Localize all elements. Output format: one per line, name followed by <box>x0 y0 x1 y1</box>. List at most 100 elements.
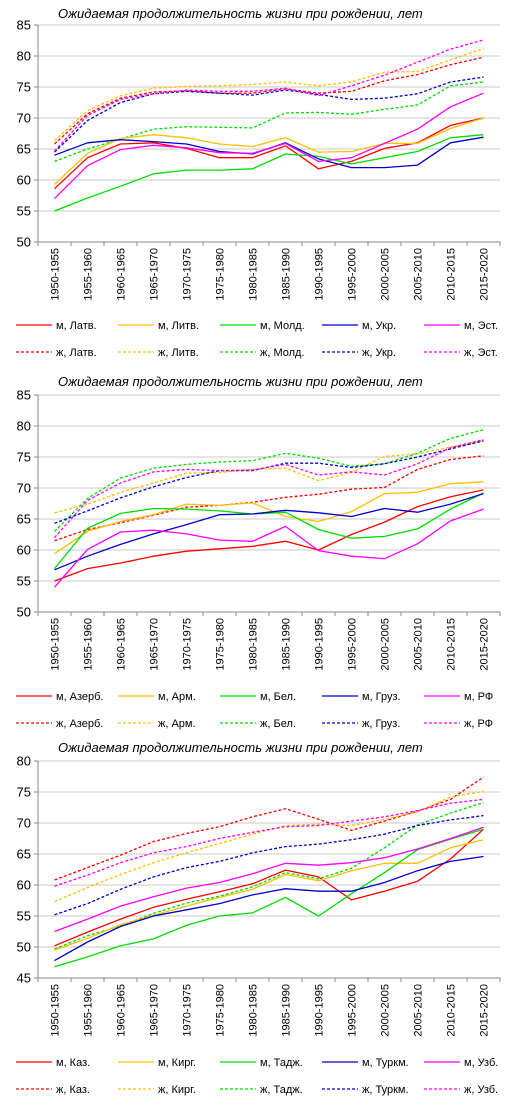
x-tick-label: 1950-1955 <box>50 618 62 671</box>
legend-label: м, Укр. <box>362 320 396 332</box>
x-tick-label: 1985-1990 <box>281 618 293 671</box>
legend-label: м, Литв. <box>158 320 199 332</box>
legend-label: м, Тадж. <box>260 1057 303 1069</box>
legend-label: м, Кирг. <box>158 1057 196 1069</box>
series-line <box>54 47 484 142</box>
legend-label: ж, Арм. <box>158 718 196 730</box>
series-line <box>54 117 484 185</box>
y-tick-label: 65 <box>17 142 31 157</box>
x-tick-label: 1995-2000 <box>347 248 359 301</box>
y-tick-label: 45 <box>17 971 31 986</box>
x-tick-label: 1985-1990 <box>281 248 293 301</box>
y-tick-label: 80 <box>17 49 31 64</box>
x-tick-label: 2015-2020 <box>479 248 491 301</box>
legend-label: ж, Каз. <box>56 1084 90 1096</box>
x-tick-label: 1980-1985 <box>248 248 260 301</box>
series-line <box>54 76 484 153</box>
y-tick-label: 60 <box>17 878 31 893</box>
legend-label: ж, Узб. <box>464 1084 498 1096</box>
series-line <box>54 776 484 881</box>
x-tick-label: 1990-1995 <box>314 984 326 1037</box>
series-line <box>54 438 484 539</box>
series-line <box>54 839 484 951</box>
x-tick-label: 1985-1990 <box>281 984 293 1037</box>
x-tick-label: 1960-1965 <box>116 248 128 301</box>
series-line <box>54 440 484 514</box>
series-line <box>54 481 484 555</box>
y-tick-label: 70 <box>17 111 31 126</box>
series-line <box>54 801 484 950</box>
legend-label: ж, Кирг. <box>158 1084 196 1096</box>
x-tick-label: 1970-1975 <box>182 248 194 301</box>
x-tick-label: 1970-1975 <box>182 618 194 671</box>
legend-label: ж, Латв. <box>56 347 97 359</box>
x-tick-label: 2010-2015 <box>446 984 458 1037</box>
x-tick-label: 2005-2010 <box>413 618 425 671</box>
legend-label: м, Каз. <box>56 1057 90 1069</box>
x-tick-label: 1980-1985 <box>248 984 260 1037</box>
x-tick-label: 1975-1980 <box>215 618 227 671</box>
y-tick-label: 75 <box>17 80 31 95</box>
y-tick-label: 75 <box>17 785 31 800</box>
x-tick-label: 1960-1965 <box>116 618 128 671</box>
y-tick-label: 80 <box>17 754 31 769</box>
x-tick-label: 2000-2005 <box>380 618 392 671</box>
legend-label: ж, Туркм. <box>362 1084 409 1096</box>
series-line <box>54 828 484 968</box>
series-line <box>54 56 484 145</box>
legend-label: ж, Эст. <box>464 347 498 359</box>
legend-label: ж, Груз. <box>362 718 400 730</box>
x-tick-label: 2005-2010 <box>413 984 425 1037</box>
x-tick-label: 1995-2000 <box>347 984 359 1037</box>
legend-label: м, Арм. <box>158 691 196 703</box>
series-line <box>54 134 484 212</box>
y-tick-label: 50 <box>17 235 31 250</box>
series-line <box>54 440 484 524</box>
series-line <box>54 814 484 916</box>
y-tick-label: 55 <box>17 574 31 589</box>
legend-label: м, Молд. <box>260 320 305 332</box>
legend-label: м, Азерб. <box>56 691 104 703</box>
x-tick-label: 1990-1995 <box>314 618 326 671</box>
series-line <box>54 492 484 571</box>
x-tick-label: 1955-1960 <box>83 984 95 1037</box>
series-line <box>53 492 484 570</box>
chart-title: Ожидаемая продолжительность жизни при ро… <box>58 740 423 755</box>
chart-title: Ожидаемая продолжительность жизни при ро… <box>58 6 423 21</box>
y-tick-label: 55 <box>17 909 31 924</box>
legend-label: м, Латв. <box>56 320 97 332</box>
legend-label: ж, Литв. <box>158 347 199 359</box>
series-line <box>54 826 484 933</box>
legend-label: ж, РФ <box>464 718 493 730</box>
x-tick-label: 1955-1960 <box>83 618 95 671</box>
x-tick-label: 1965-1970 <box>149 248 161 301</box>
legend-label: ж, Азерб. <box>56 718 103 730</box>
y-tick-label: 85 <box>17 18 31 33</box>
x-tick-label: 1980-1985 <box>248 618 260 671</box>
y-tick-label: 85 <box>17 388 31 403</box>
y-tick-label: 60 <box>17 543 31 558</box>
y-tick-label: 75 <box>17 450 31 465</box>
series-line <box>54 798 484 887</box>
y-tick-label: 60 <box>17 173 31 188</box>
series-line <box>54 489 484 582</box>
x-tick-label: 2000-2005 <box>380 984 392 1037</box>
series-line <box>54 455 484 542</box>
x-tick-label: 1960-1965 <box>116 984 128 1037</box>
series-line <box>54 855 484 962</box>
legend-label: ж, Молд. <box>260 347 305 359</box>
x-tick-label: 1970-1975 <box>182 984 194 1037</box>
y-tick-label: 65 <box>17 512 31 527</box>
legend-label: м, Эст. <box>464 320 498 332</box>
series-line <box>54 39 484 152</box>
series-line <box>54 828 484 947</box>
legend-label: м, РФ <box>464 691 493 703</box>
x-tick-label: 2010-2015 <box>446 618 458 671</box>
x-tick-label: 1950-1955 <box>50 248 62 301</box>
x-tick-label: 1950-1955 <box>50 984 62 1037</box>
series-line <box>54 92 484 200</box>
y-tick-label: 55 <box>17 204 31 219</box>
legend-label: ж, Тадж. <box>260 1084 303 1096</box>
y-tick-label: 70 <box>17 816 31 831</box>
